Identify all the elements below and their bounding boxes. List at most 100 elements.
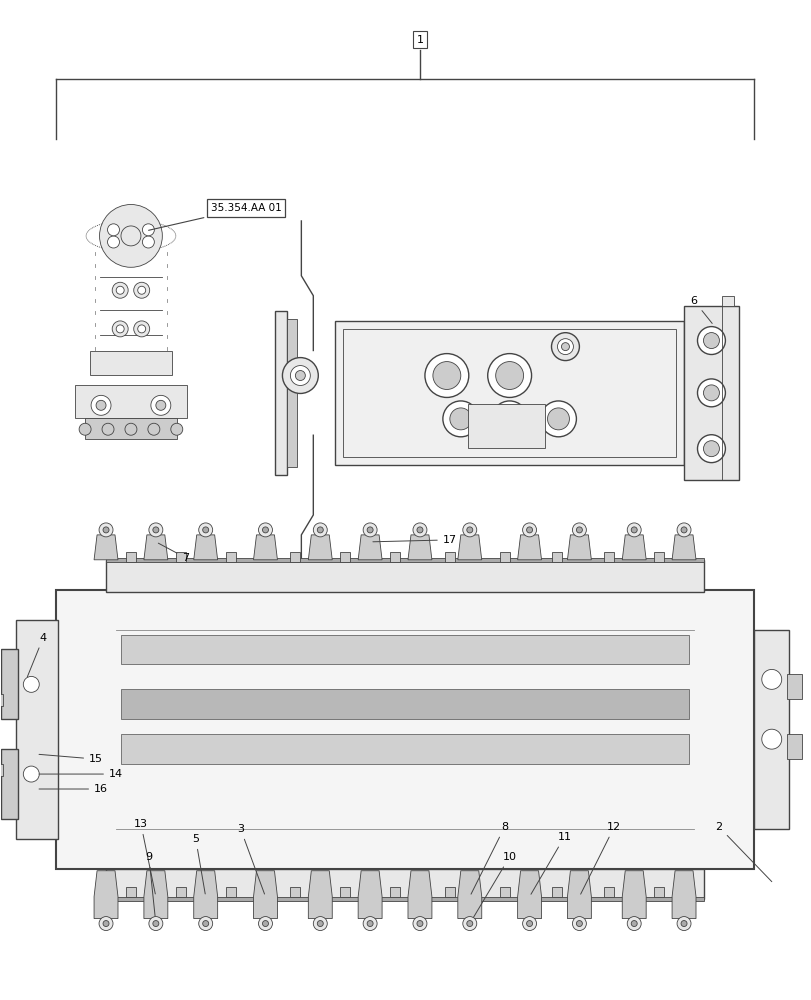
Bar xyxy=(467,404,544,448)
Polygon shape xyxy=(358,535,382,560)
Bar xyxy=(389,887,400,897)
Bar xyxy=(335,321,683,465)
Bar xyxy=(2,749,19,819)
Bar xyxy=(175,552,186,562)
Bar xyxy=(654,552,663,562)
Circle shape xyxy=(572,917,586,931)
Text: 1: 1 xyxy=(416,35,423,45)
Circle shape xyxy=(148,423,160,435)
Circle shape xyxy=(100,205,162,267)
Circle shape xyxy=(203,527,208,533)
Bar xyxy=(551,887,562,897)
Circle shape xyxy=(199,917,212,931)
Bar xyxy=(551,552,562,562)
Circle shape xyxy=(262,921,268,927)
Circle shape xyxy=(557,339,573,355)
Circle shape xyxy=(630,921,637,927)
Polygon shape xyxy=(144,535,168,560)
Circle shape xyxy=(572,523,586,537)
Bar xyxy=(121,689,689,719)
Circle shape xyxy=(676,523,690,537)
Circle shape xyxy=(138,325,145,333)
Circle shape xyxy=(199,523,212,537)
Circle shape xyxy=(116,325,124,333)
Text: 15: 15 xyxy=(39,754,103,764)
Text: 9: 9 xyxy=(145,852,156,921)
Bar xyxy=(56,590,753,869)
Circle shape xyxy=(152,921,159,927)
Bar xyxy=(343,329,676,457)
Polygon shape xyxy=(144,871,168,919)
Circle shape xyxy=(424,354,468,397)
Polygon shape xyxy=(457,871,481,919)
Bar xyxy=(444,887,454,897)
Circle shape xyxy=(417,527,423,533)
Circle shape xyxy=(295,371,305,381)
Text: 4: 4 xyxy=(28,633,47,677)
Circle shape xyxy=(317,921,323,927)
Polygon shape xyxy=(567,871,590,919)
Circle shape xyxy=(761,729,781,749)
Circle shape xyxy=(413,523,427,537)
Text: 13: 13 xyxy=(134,819,155,894)
Circle shape xyxy=(680,921,686,927)
Bar xyxy=(175,887,186,897)
Circle shape xyxy=(258,523,272,537)
Polygon shape xyxy=(308,871,332,919)
Circle shape xyxy=(702,441,719,457)
Circle shape xyxy=(680,527,686,533)
Bar xyxy=(603,552,614,562)
Circle shape xyxy=(526,527,532,533)
Bar xyxy=(444,552,454,562)
Polygon shape xyxy=(308,535,332,560)
Polygon shape xyxy=(672,535,695,560)
Polygon shape xyxy=(194,535,217,560)
Circle shape xyxy=(363,917,376,931)
Bar xyxy=(340,552,350,562)
Bar xyxy=(683,306,738,480)
Circle shape xyxy=(107,236,119,248)
Circle shape xyxy=(466,527,472,533)
Text: 12: 12 xyxy=(580,822,620,894)
Circle shape xyxy=(103,527,109,533)
Circle shape xyxy=(102,423,114,435)
Text: 7: 7 xyxy=(158,543,189,563)
Text: 5: 5 xyxy=(192,834,205,894)
Circle shape xyxy=(522,917,536,931)
Bar xyxy=(106,869,703,899)
Circle shape xyxy=(495,362,523,389)
Circle shape xyxy=(156,400,165,410)
Circle shape xyxy=(702,385,719,401)
Circle shape xyxy=(676,917,690,931)
Circle shape xyxy=(630,527,637,533)
Circle shape xyxy=(134,282,149,298)
Circle shape xyxy=(363,523,376,537)
Bar xyxy=(2,649,19,719)
Bar xyxy=(225,887,235,897)
Circle shape xyxy=(449,408,471,430)
Circle shape xyxy=(96,400,106,410)
Circle shape xyxy=(262,527,268,533)
Bar xyxy=(654,887,663,897)
Circle shape xyxy=(761,669,781,689)
Circle shape xyxy=(148,523,163,537)
Circle shape xyxy=(462,917,476,931)
Circle shape xyxy=(697,327,724,354)
Bar xyxy=(16,620,58,839)
Bar xyxy=(106,897,703,901)
Bar xyxy=(287,319,297,467)
Bar xyxy=(90,351,172,375)
Circle shape xyxy=(560,343,569,351)
Circle shape xyxy=(487,354,531,397)
Text: 3: 3 xyxy=(237,824,264,894)
Polygon shape xyxy=(94,535,118,560)
Polygon shape xyxy=(94,871,118,919)
Circle shape xyxy=(442,401,478,437)
Circle shape xyxy=(152,527,159,533)
Circle shape xyxy=(99,523,113,537)
Bar xyxy=(786,734,800,759)
Circle shape xyxy=(697,435,724,463)
Circle shape xyxy=(313,917,327,931)
Circle shape xyxy=(626,523,641,537)
Circle shape xyxy=(107,224,119,236)
